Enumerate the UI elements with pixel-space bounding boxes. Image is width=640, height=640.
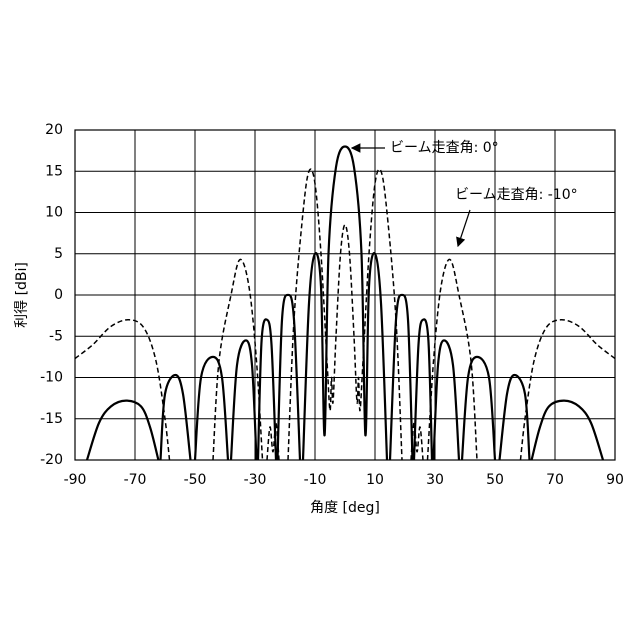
annotation-arrow bbox=[458, 210, 470, 246]
y-tick-label: 0 bbox=[54, 287, 63, 303]
x-tick-label: -30 bbox=[244, 472, 267, 488]
x-tick-label: -10 bbox=[304, 472, 327, 488]
y-tick-label: 15 bbox=[45, 163, 63, 179]
y-axis-title: 利得 [dBi] bbox=[13, 262, 30, 328]
x-tick-label: 70 bbox=[546, 472, 564, 488]
y-tick-label: -20 bbox=[40, 452, 63, 468]
x-tick-label: 50 bbox=[486, 472, 504, 488]
y-tick-label: 5 bbox=[54, 246, 63, 262]
y-tick-label: -10 bbox=[40, 370, 63, 386]
annotation: ビーム走査角: -10° bbox=[455, 187, 578, 203]
x-axis-title: 角度 [deg] bbox=[310, 500, 380, 516]
y-tick-label: -15 bbox=[40, 411, 63, 427]
x-tick-label: 90 bbox=[606, 472, 624, 488]
chart: 角度 [deg] 利得 [dBi] ビーム走査角: 0° ビーム走査角: -10… bbox=[0, 0, 640, 640]
annotation: ビーム走査角: 0° bbox=[390, 140, 499, 156]
y-tick-label: -5 bbox=[49, 328, 63, 344]
x-tick-label: 10 bbox=[366, 472, 384, 488]
x-tick-label: -50 bbox=[184, 472, 207, 488]
y-tick-label: 20 bbox=[45, 122, 63, 138]
x-tick-label: 30 bbox=[426, 472, 444, 488]
x-tick-label: -90 bbox=[64, 472, 87, 488]
y-tick-label: 10 bbox=[45, 205, 63, 221]
x-tick-label: -70 bbox=[124, 472, 147, 488]
